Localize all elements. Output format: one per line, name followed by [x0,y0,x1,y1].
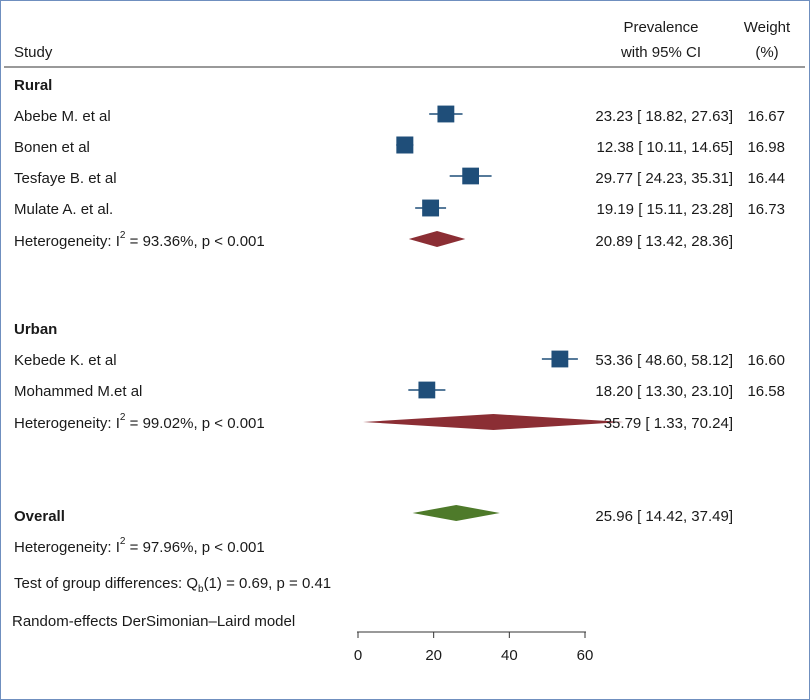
study-marker [418,381,436,399]
weight-text: 16.44 [747,170,785,187]
study-label: Mohammed M.et al [14,383,142,400]
heterogeneity-rural: Heterogeneity: I2 = 93.36%, p < 0.001 [14,230,265,250]
study-label: Abebe M. et al [14,108,111,125]
plot-marks [363,105,624,521]
ci-text: 53.36 [ 48.60, 58.12] [595,352,733,369]
header-weight-line2: (%) [755,44,778,61]
ci-text-pooled: 20.89 [ 13.42, 28.36] [595,233,733,250]
ci-text: 23.23 [ 18.82, 27.63] [595,108,733,125]
study-label: Mulate A. et al. [14,201,113,218]
study-marker [396,136,414,154]
weight-text: 16.67 [747,108,785,125]
overall-label: Overall [14,508,65,525]
ci-text: 18.20 [ 13.30, 23.10] [595,383,733,400]
group-label-rural: Rural [14,77,52,94]
x-tick-label: 20 [425,647,442,664]
x-tick-label: 60 [577,647,594,664]
ci-text: 19.19 [ 15.11, 23.28] [596,201,733,218]
weight-text: 16.73 [747,201,785,218]
study-label: Kebede K. et al [14,352,117,369]
subgroup-diamond [408,231,466,247]
header-study: Study [14,44,53,61]
x-axis-ticks: 0 20 40 60 [354,632,594,664]
study-label: Tesfaye B. et al [14,170,117,187]
study-label: Bonen et al [14,139,90,156]
group-label-urban: Urban [14,321,57,338]
study-marker [437,105,455,123]
ci-text-pooled: 35.79 [ 1.33, 70.24] [604,415,733,432]
x-tick-label: 0 [354,647,362,664]
weight-text: 16.98 [747,139,785,156]
heterogeneity-overall: Heterogeneity: I2 = 97.96%, p < 0.001 [14,536,265,556]
group-difference-test: Test of group differences: Qb(1) = 0.69,… [14,575,331,595]
weight-text: 16.58 [747,383,785,400]
x-tick-label: 40 [501,647,518,664]
study-marker [422,199,440,217]
ci-text: 29.77 [ 24.23, 35.31] [595,170,733,187]
ci-text-overall: 25.96 [ 14.42, 37.49] [595,508,733,525]
study-marker [551,350,569,368]
model-note: Random-effects DerSimonian–Laird model [12,613,295,630]
header-weight-line1: Weight [744,19,791,36]
ci-text: 12.38 [ 10.11, 14.65] [596,139,733,156]
overall-diamond [412,505,500,521]
heterogeneity-urban: Heterogeneity: I2 = 99.02%, p < 0.001 [14,412,265,432]
header-estimate-line1: Prevalence [623,19,698,36]
subgroup-diamond [363,414,624,430]
study-marker [462,167,479,185]
header-estimate-line2: with 95% CI [620,44,701,61]
weight-text: 16.60 [747,352,785,369]
